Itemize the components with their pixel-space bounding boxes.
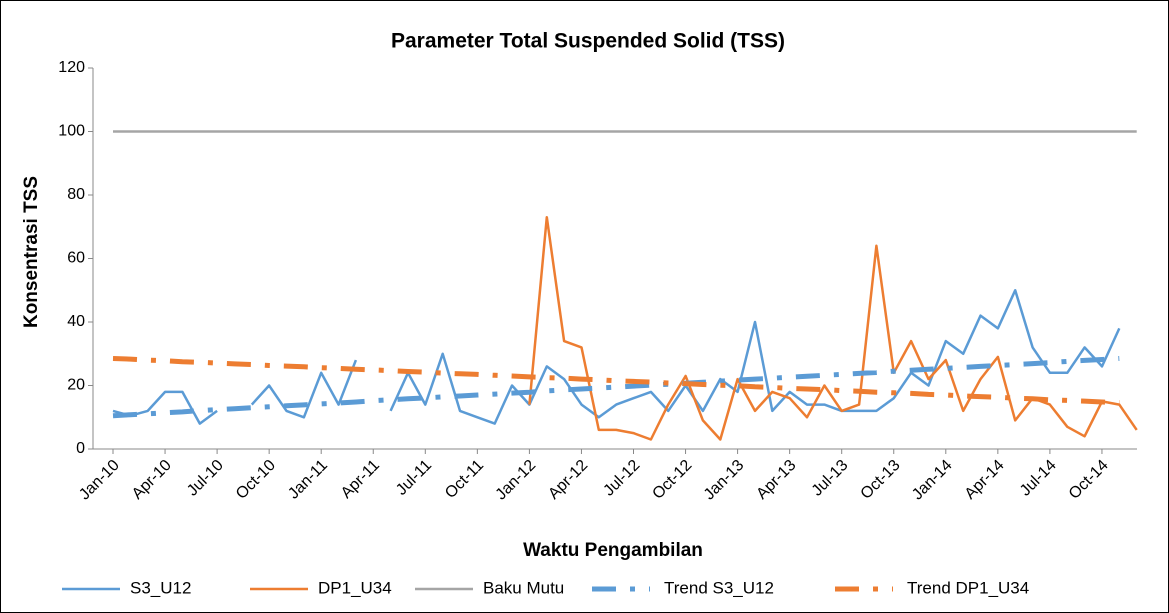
y-tick-label: 60 xyxy=(67,250,85,267)
y-tick-label: 20 xyxy=(67,377,85,394)
x-axis-label: Waktu Pengambilan xyxy=(523,540,703,561)
legend-label: Trend DP1_U34 xyxy=(907,578,1029,597)
y-tick-label: 40 xyxy=(67,313,85,330)
legend-label: Trend S3_U12 xyxy=(664,578,774,597)
y-tick-label: 0 xyxy=(76,440,85,457)
y-tick-label: 120 xyxy=(58,59,85,76)
legend-item: DP1_U34 xyxy=(250,578,392,597)
legend-label: Baku Mutu xyxy=(483,578,564,597)
trend-line xyxy=(112,356,1120,406)
legend-label: DP1_U34 xyxy=(318,578,392,597)
legend-item: Trend DP1_U34 xyxy=(835,578,1029,597)
trend-line xyxy=(112,356,1120,419)
legend-item: S3_U12 xyxy=(62,578,191,597)
y-axis-label: Konsentrasi TSS xyxy=(21,176,42,328)
y-tick-label: 100 xyxy=(58,123,85,140)
legend-item: Baku Mutu xyxy=(415,578,564,597)
legend-label: S3_U12 xyxy=(130,578,191,597)
chart-title: Parameter Total Suspended Solid (TSS) xyxy=(391,30,785,53)
legend-item: Trend S3_U12 xyxy=(592,578,774,597)
y-tick-label: 80 xyxy=(67,186,85,203)
